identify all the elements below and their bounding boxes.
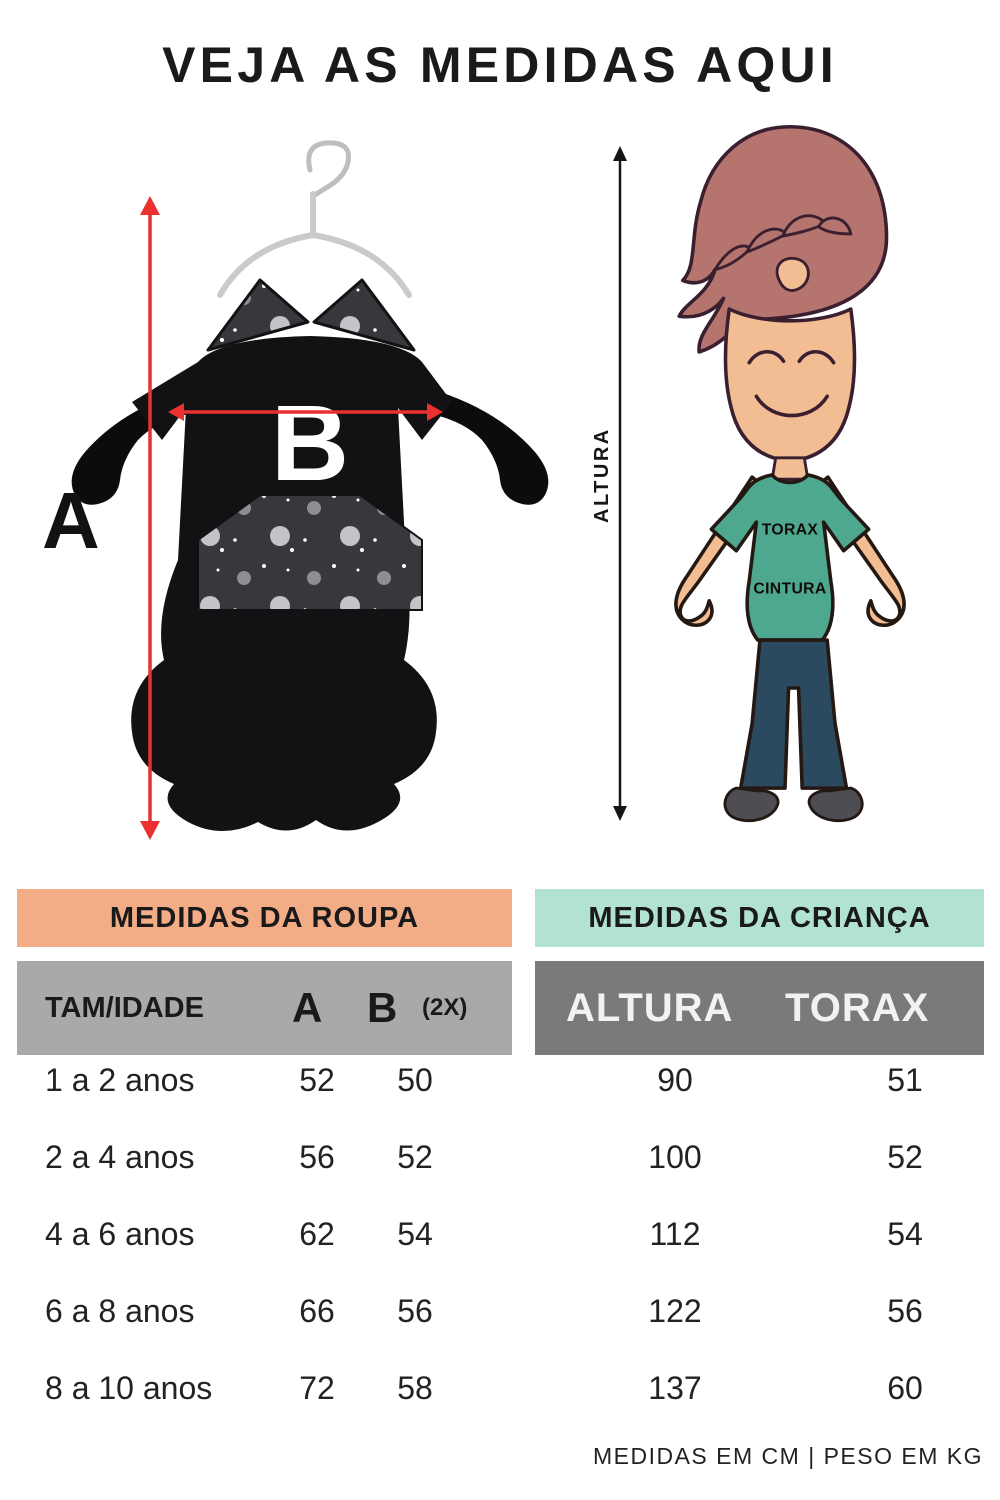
svg-text:CINTURA: CINTURA [753, 581, 826, 598]
svg-text:TORAX: TORAX [762, 521, 819, 538]
